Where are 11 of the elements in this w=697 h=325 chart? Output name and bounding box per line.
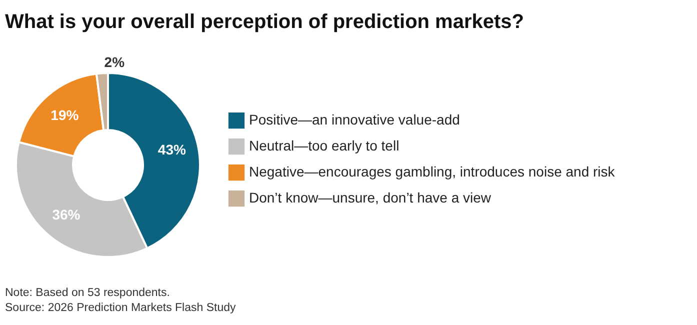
chart-title: What is your overall perception of prediction markets?: [5, 11, 524, 33]
legend-label: Negative—encourages gambling, introduces noise and risk: [249, 164, 616, 180]
source-note: Source: 2026 Prediction Markets Flash Study: [5, 302, 236, 314]
data-label: 2%: [104, 54, 126, 70]
legend-label: Don’t know—unsure, don’t have a view: [249, 190, 492, 206]
data-label: 43%: [158, 142, 186, 158]
legend-label: Neutral—too early to tell: [249, 138, 400, 154]
data-label: 19%: [50, 106, 80, 123]
legend-label: Positive—an innovative value-add: [249, 112, 460, 128]
data-label: 36%: [52, 206, 81, 222]
text: Note: Based on 53 respondents.: [5, 287, 170, 299]
